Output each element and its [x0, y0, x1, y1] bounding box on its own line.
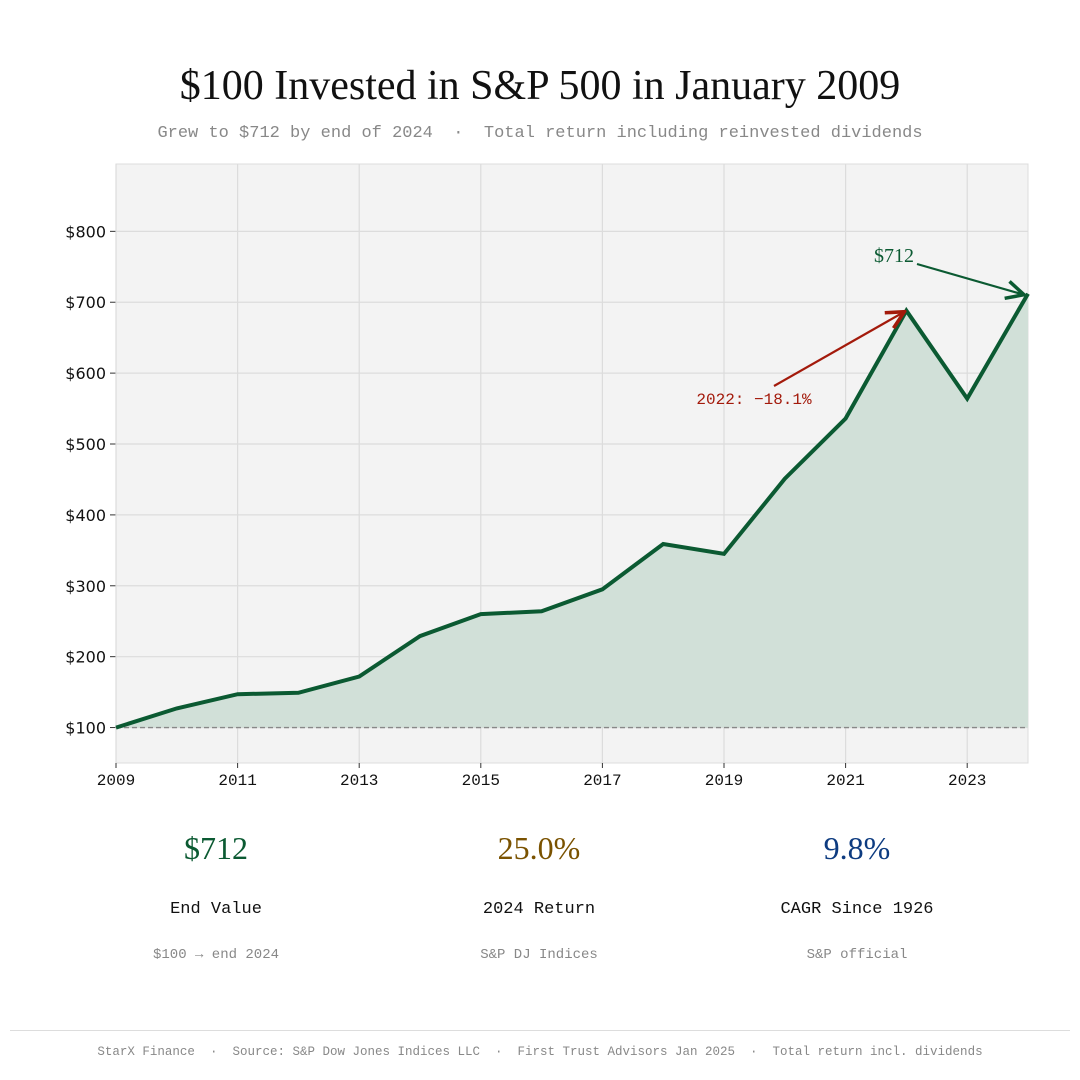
y-tick-label: $200 — [65, 648, 106, 667]
x-tick-label: 2009 — [97, 772, 135, 790]
x-tick-label: 2017 — [583, 772, 621, 790]
growth-chart: $100 $200 $300 $400 $500 $600 $700 $800 2009 2011… — [65, 163, 1030, 790]
y-tick-label: $800 — [65, 222, 106, 241]
stat-note: S&P official — [806, 947, 908, 963]
x-tick-label: 2019 — [705, 772, 743, 790]
annotation-arrow — [773, 312, 904, 387]
annotation-2022-drop: 2022: −18.1% — [696, 391, 812, 409]
stat-value: $712 — [184, 830, 248, 866]
stat-label: End Value — [170, 900, 262, 919]
stat-value: 25.0% — [497, 830, 581, 866]
footer-divider — [10, 1030, 1070, 1031]
footer-source: StarX Finance · Source: S&P Dow Jones In… — [97, 1045, 983, 1059]
y-tick-label: $600 — [65, 364, 106, 383]
stat-note: S&P DJ Indices — [480, 947, 598, 963]
x-tick-label: 2023 — [948, 772, 986, 790]
stat-label: 2024 Return — [482, 900, 596, 919]
chart-subtitle: Grew to $712 by end of 2024 · Total retu… — [157, 124, 923, 143]
stat-value: 9.8% — [823, 830, 891, 866]
stat-note: $100 → end 2024 — [152, 947, 280, 963]
area-fill — [116, 293, 1028, 728]
x-tick-label: 2013 — [340, 772, 378, 790]
x-tick-label: 2015 — [462, 772, 500, 790]
stat-label: CAGR Since 1926 — [780, 900, 934, 919]
y-tick-label: $500 — [65, 435, 106, 454]
y-tick-label: $100 — [65, 719, 106, 738]
series-line — [115, 292, 1030, 730]
annotation-arrow — [916, 262, 1024, 295]
y-tick-label: $400 — [65, 506, 106, 525]
y-tick-label: $700 — [65, 293, 106, 312]
chart-title: $100 Invested in S&P 500 in January 2009 — [179, 63, 901, 109]
annotation-end-value: $712 — [874, 245, 914, 267]
y-tick-label: $300 — [65, 577, 106, 596]
x-tick-label: 2011 — [218, 772, 256, 790]
x-tick-label: 2021 — [826, 772, 864, 790]
